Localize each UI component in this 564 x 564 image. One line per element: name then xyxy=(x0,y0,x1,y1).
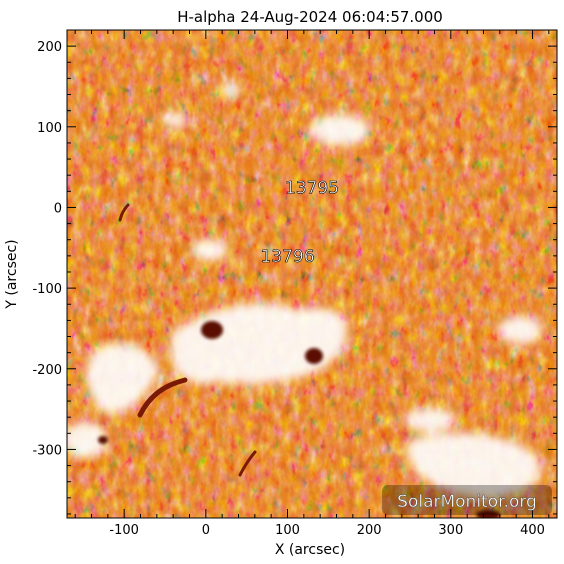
y-axis-label: Y (arcsec) xyxy=(4,239,20,309)
y-tick-label: -300 xyxy=(32,443,62,458)
plot-frame xyxy=(66,29,558,519)
region-label: 13796 xyxy=(260,247,314,267)
chart-title: H-alpha 24-Aug-2024 06:04:57.000 xyxy=(177,8,443,26)
x-axis-label: X (arcsec) xyxy=(275,542,345,558)
filaments xyxy=(118,203,257,477)
y-tick-label: -200 xyxy=(32,363,62,378)
x-tick-label: -100 xyxy=(109,523,139,538)
x-tick-label: 200 xyxy=(357,523,382,538)
h-alpha-image xyxy=(67,30,557,518)
axis-ticks xyxy=(67,29,557,518)
x-tick-label: 0 xyxy=(202,523,210,538)
y-tick-label: -100 xyxy=(32,282,62,297)
watermark-text: SolarMonitor.org xyxy=(397,492,537,512)
y-tick-label: 100 xyxy=(37,121,62,136)
x-tick-label: 400 xyxy=(520,523,545,538)
x-tick-label: 100 xyxy=(275,523,300,538)
region-label: 13795 xyxy=(285,178,339,198)
watermark: SolarMonitor.org xyxy=(382,485,552,515)
y-tick-label: 0 xyxy=(54,201,62,216)
sunspots xyxy=(98,321,500,518)
y-tick-label: 200 xyxy=(37,40,62,55)
region-labels: 13795 13796 xyxy=(260,178,339,267)
axis-tick-labels: -100 0 100 200 300 400 200 100 0 -100 -200 -300 xyxy=(32,40,544,538)
x-tick-label: 300 xyxy=(438,523,463,538)
